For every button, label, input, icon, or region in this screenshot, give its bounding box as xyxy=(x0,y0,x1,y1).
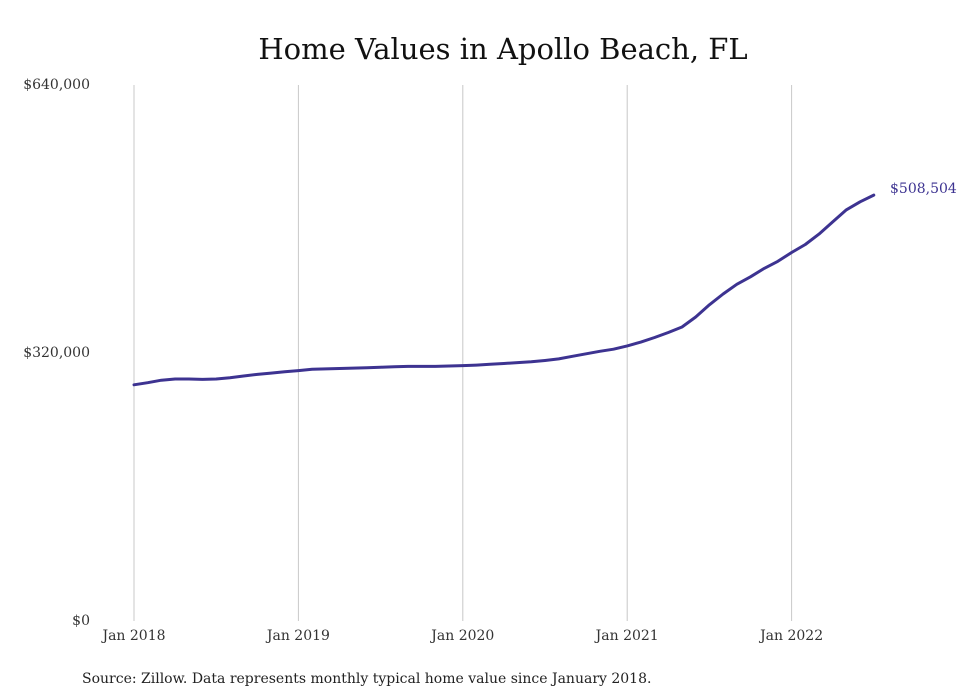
x-axis-tick-labels: Jan 2018 Jan 2019 Jan 2020 Jan 2021 Jan 2022 xyxy=(100,628,823,644)
chart-title: Home Values in Apollo Beach, FL xyxy=(258,32,747,66)
vertical-gridlines xyxy=(133,85,793,621)
y-axis-tick-labels: $640,000 $320,000 $0 xyxy=(23,77,90,629)
y-tick-label: $640,000 xyxy=(23,77,90,93)
y-tick-label: $320,000 xyxy=(23,345,90,361)
home-value-series-line xyxy=(132,193,876,387)
x-tick-label: Jan 2019 xyxy=(265,628,330,644)
x-tick-label: Jan 2022 xyxy=(758,628,823,644)
x-tick-label: Jan 2020 xyxy=(429,628,494,644)
source-note: Source: Zillow. Data represents monthly … xyxy=(82,671,651,687)
y-tick-label: $0 xyxy=(72,613,90,629)
x-tick-label: Jan 2018 xyxy=(100,628,165,644)
x-tick-label: Jan 2021 xyxy=(594,628,659,644)
end-value-label: $508,504 xyxy=(890,181,957,197)
